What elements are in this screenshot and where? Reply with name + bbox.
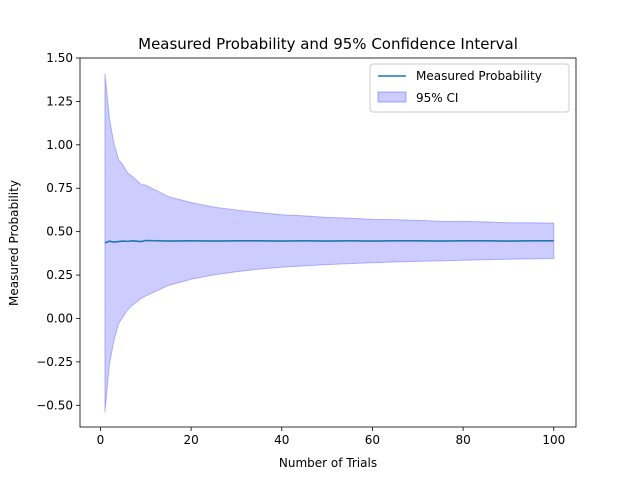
chart-title: Measured Probability and 95% Confidence … — [138, 35, 518, 53]
y-tick-label: 1.50 — [46, 51, 73, 65]
x-axis-label: Number of Trials — [279, 456, 377, 470]
y-tick-label: 0.50 — [46, 225, 73, 239]
legend-box — [369, 63, 570, 113]
y-tick-label: 1.00 — [46, 138, 73, 152]
x-tick-label: 100 — [542, 433, 565, 447]
measured-probability-line — [104, 239, 554, 244]
x-tick-label: 60 — [365, 433, 380, 447]
x-tick-label: 80 — [455, 433, 470, 447]
plot-area — [104, 73, 555, 413]
y-tick-label: 0.00 — [46, 311, 73, 325]
y-tick-label: 1.25 — [46, 94, 73, 108]
y-tick-label: 0.25 — [46, 268, 73, 282]
x-tick-label: 20 — [183, 433, 198, 447]
axes-frame — [79, 57, 577, 428]
legend: Measured Probability 95% CI — [369, 63, 570, 113]
x-tick-label: 0 — [97, 433, 105, 447]
x-tick-label: 40 — [274, 433, 289, 447]
ci-band — [104, 73, 555, 413]
y-axis-label: Measured Probability — [7, 180, 21, 306]
legend-band-swatch — [377, 91, 407, 103]
y-tick-label: −0.25 — [36, 355, 73, 369]
legend-label-ci: 95% CI — [416, 91, 458, 105]
axes: 0 20 40 60 80 100 −0.50 −0.25 0.00 0.25 0.50 0.75 1.… — [36, 51, 577, 447]
y-tick-label: 0.75 — [46, 181, 73, 195]
y-tick-label: −0.50 — [36, 398, 73, 412]
legend-label-measured-probability: Measured Probability — [416, 69, 542, 83]
